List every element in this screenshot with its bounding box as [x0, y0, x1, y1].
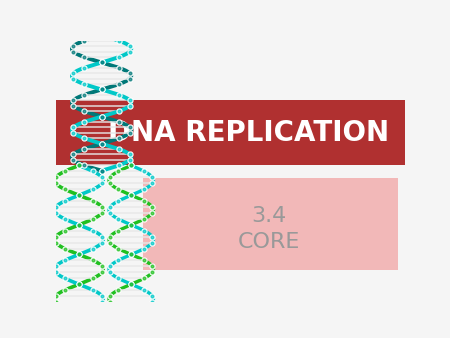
- Text: DNA REPLICATION: DNA REPLICATION: [108, 119, 389, 147]
- FancyBboxPatch shape: [144, 178, 398, 270]
- FancyBboxPatch shape: [56, 100, 405, 166]
- Text: 3.4: 3.4: [252, 206, 287, 226]
- Text: CORE: CORE: [238, 232, 300, 252]
